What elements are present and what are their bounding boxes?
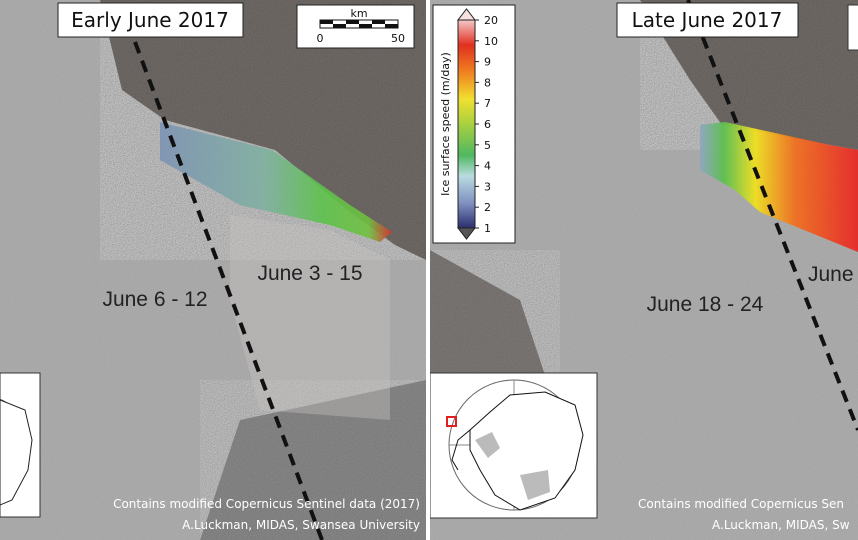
period-label: June 3 - 15 — [257, 262, 362, 285]
colorbar-tick-label: 20 — [484, 14, 498, 27]
colorbar-tick-label: 5 — [484, 139, 491, 152]
panel-left — [0, 0, 426, 540]
title-box — [57, 2, 244, 38]
colorbar-tick-label: 3 — [484, 180, 491, 193]
colorbar-tick-label: 9 — [484, 56, 491, 69]
credit: Contains modified Copernicus Sentinel da… — [113, 497, 420, 511]
colorbar-tick-label: 7 — [484, 97, 491, 110]
scale-unit: km — [350, 7, 367, 20]
colorbar-tick-label: 1 — [484, 222, 491, 235]
title-box — [616, 2, 799, 38]
colorbar-title: Ice surface speed (m/day) — [439, 52, 452, 196]
colorbar-tick-label: 8 — [484, 76, 491, 89]
credit: A.Luckman, MIDAS, Swansea University — [182, 518, 420, 532]
panel-right — [430, 0, 858, 540]
period-label: June — [808, 263, 854, 286]
credit: A.Luckman, MIDAS, Sw — [712, 518, 850, 532]
credit: Contains modified Copernicus Sen — [638, 497, 844, 511]
period-label: June 18 - 24 — [647, 293, 764, 316]
panel-title: Late June 2017 — [632, 8, 783, 32]
colorbar-tick-label: 4 — [484, 160, 491, 173]
scale-tick-label: 50 — [391, 32, 405, 45]
period-label: June 6 - 12 — [102, 288, 207, 311]
colorbar-tick-label: 6 — [484, 118, 491, 131]
colorbar-tick-label: 10 — [484, 35, 498, 48]
scale-bar: km 0 50 — [296, 4, 415, 49]
colorbar: Ice surface speed (m/day) 1 2 3 4 5 6 7 8 9 10 20 — [432, 4, 516, 244]
panel-title: Early June 2017 — [71, 8, 229, 32]
scale-tick-label: 0 — [317, 32, 324, 45]
colorbar-tick-label: 2 — [484, 201, 491, 214]
